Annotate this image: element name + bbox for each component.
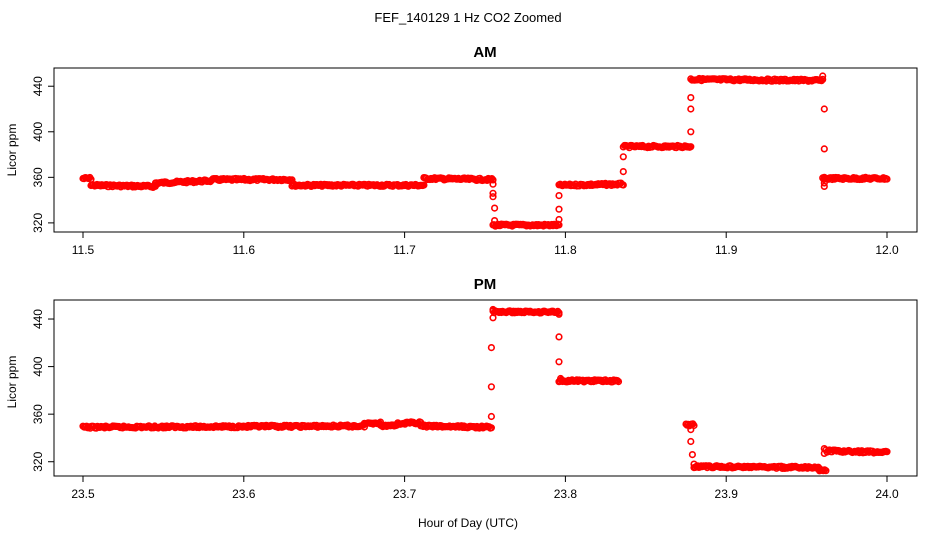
data-point — [687, 143, 695, 151]
data-point — [820, 182, 828, 190]
data-point — [555, 310, 563, 318]
data-point — [489, 180, 497, 188]
data-point — [487, 383, 496, 391]
data-point — [491, 217, 499, 225]
panel-am-x-tick-label: 11.8 — [554, 243, 577, 257]
data-point — [819, 75, 827, 83]
panel-am-frame — [53, 67, 918, 233]
data-point — [822, 467, 830, 475]
data-point — [820, 445, 828, 453]
data-point — [820, 179, 828, 187]
panel-pm-y-tick-label: 320 — [31, 451, 45, 471]
panel-pm-y-tick-label: 400 — [31, 356, 45, 376]
data-point — [487, 412, 496, 421]
panel-pm-frame — [53, 299, 918, 477]
panel-am-x-tick-label: 12.0 — [875, 243, 899, 257]
data-point — [489, 193, 497, 201]
panel-am-y-axis-label: Licor ppm — [5, 124, 19, 177]
panel-pm-x-tick-label: 23.8 — [554, 487, 578, 501]
data-point — [555, 358, 563, 366]
panel-pm-y-tick-label: 360 — [31, 404, 45, 424]
data-point — [687, 128, 695, 136]
data-point — [820, 145, 828, 153]
panel-am-y-tick-label: 320 — [31, 213, 45, 233]
panel-pm-plot-area — [79, 305, 891, 475]
data-point — [619, 181, 627, 189]
data-point — [614, 378, 623, 386]
data-point — [489, 189, 497, 197]
data-point — [489, 305, 497, 314]
panel-am-x-tick-label: 11.6 — [233, 243, 256, 257]
panel-am-x-tick-label: 11.9 — [715, 243, 738, 257]
data-point — [688, 451, 697, 459]
data-point — [619, 153, 627, 161]
data-point — [883, 448, 891, 456]
data-point — [555, 205, 563, 213]
data-point — [555, 192, 563, 200]
panel-pm-y-tick-label: 440 — [31, 309, 45, 329]
panel-pm-x-tick-label: 24.0 — [875, 487, 899, 501]
data-point — [883, 175, 891, 183]
panel-am-y-tick-label: 360 — [31, 167, 45, 187]
data-point — [420, 181, 428, 189]
data-point — [687, 105, 695, 113]
data-point — [687, 437, 695, 446]
panel-pm: PM Licor ppm 23.5 23.6 23.7 23.8 23.9 24.0 320… — [5, 276, 918, 501]
panel-am-y-tick-label: 440 — [31, 76, 45, 96]
panel-am-y-tick-label: 400 — [31, 121, 45, 141]
data-point — [555, 333, 563, 341]
data-point — [555, 215, 563, 224]
x-axis-label: Hour of Day (UTC) — [418, 516, 518, 530]
data-point — [820, 105, 828, 113]
panel-am-title: AM — [473, 44, 496, 61]
data-point — [487, 424, 496, 432]
panel-am: AM Licor ppm 11.5 11.6 11.7 11.8 11.9 12.0 320… — [5, 44, 918, 257]
data-point — [687, 93, 695, 102]
panel-pm-y-axis-label: Licor ppm — [5, 356, 19, 409]
data-point — [556, 374, 565, 383]
data-point — [489, 314, 497, 322]
chart-title: FEF_140129 1 Hz CO2 Zoomed — [374, 10, 561, 25]
data-point — [491, 204, 499, 212]
panel-am-x-tick-label: 11.5 — [72, 243, 95, 257]
data-point — [487, 344, 496, 352]
data-point — [690, 460, 698, 468]
data-point — [687, 426, 695, 434]
panel-pm-x-tick-label: 23.6 — [232, 487, 256, 501]
panel-pm-title: PM — [474, 276, 497, 293]
data-point — [619, 168, 627, 176]
panel-pm-x-tick-label: 23.7 — [393, 487, 417, 501]
panel-am-x-tick-label: 11.7 — [393, 243, 416, 257]
panel-pm-x-tick-label: 23.5 — [71, 487, 95, 501]
panel-pm-x-tick-label: 23.9 — [715, 487, 739, 501]
data-point — [489, 176, 497, 184]
data-point — [819, 72, 827, 80]
panel-am-plot-area — [79, 72, 891, 230]
